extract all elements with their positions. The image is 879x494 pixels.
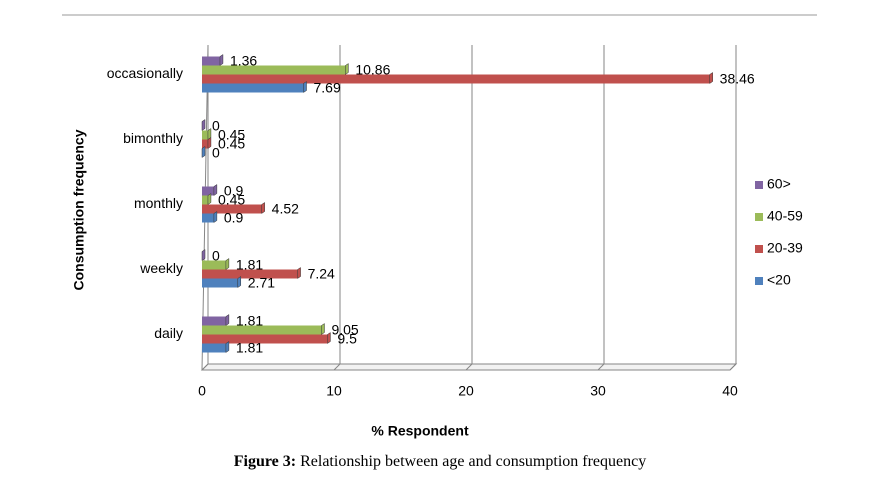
y-tick-label: occasionally — [107, 65, 183, 81]
value-label: 0.45 — [218, 136, 245, 152]
legend-swatch — [755, 245, 763, 253]
bar — [202, 65, 346, 75]
bar — [202, 316, 226, 326]
x-tick-label: 30 — [590, 383, 606, 399]
bar — [202, 204, 262, 214]
legend-label: 20-39 — [767, 240, 803, 256]
value-label: 0.45 — [218, 192, 245, 208]
bar-end — [213, 211, 218, 223]
value-label: 7.24 — [308, 266, 335, 282]
bar-end — [219, 54, 224, 66]
bar-end — [345, 63, 349, 75]
value-label: 1.81 — [236, 340, 263, 356]
value-label: 7.69 — [314, 80, 341, 96]
bar-end — [207, 193, 212, 205]
caption-label: Figure 3: — [234, 453, 296, 470]
bar-end — [303, 81, 307, 93]
bar — [202, 83, 304, 93]
legend-swatch — [755, 213, 763, 221]
y-tick-label: weekly — [139, 260, 183, 276]
value-label: 0 — [212, 118, 220, 134]
value-label: 10.86 — [355, 62, 390, 78]
tick-mark — [465, 363, 473, 371]
value-label: 1.81 — [236, 257, 263, 273]
x-tick-label: 20 — [458, 383, 474, 399]
caption-text: Relationship between age and consumption… — [300, 453, 646, 470]
value-label: 0.45 — [218, 127, 245, 143]
legend-label: 40-59 — [767, 208, 803, 224]
bar — [202, 343, 226, 353]
value-label: 2.71 — [248, 275, 275, 291]
x-axis-title: % Respondent — [371, 423, 469, 439]
value-label: 9.5 — [337, 331, 357, 347]
tick-mark — [333, 363, 341, 371]
legend-label: 60> — [767, 176, 791, 192]
bar-end — [321, 323, 325, 335]
bar-end — [201, 119, 206, 131]
legend-label: <20 — [767, 272, 791, 288]
value-label: 1.36 — [230, 53, 257, 69]
tick-mark — [729, 363, 737, 371]
bar — [202, 74, 710, 84]
figure-caption: Figure 3: Relationship between age and c… — [234, 453, 646, 470]
legend-swatch — [755, 277, 763, 285]
bar — [202, 325, 322, 335]
tick-mark — [201, 363, 209, 371]
bar-end — [213, 184, 218, 196]
tick-mark — [597, 363, 605, 371]
bar-end — [207, 137, 212, 149]
bar — [202, 260, 226, 270]
bar-end — [261, 202, 265, 214]
bar-end — [225, 314, 230, 326]
value-label: 0.9 — [224, 183, 244, 199]
bar-end — [201, 249, 206, 261]
value-label: 0 — [212, 248, 220, 264]
bar-end — [201, 146, 206, 158]
bar — [202, 186, 214, 196]
bar-end — [237, 276, 242, 288]
bar — [202, 213, 214, 223]
bar — [202, 269, 298, 279]
bar — [202, 334, 328, 344]
value-label: 4.52 — [272, 201, 299, 217]
x-tick-label: 40 — [722, 383, 738, 399]
bar — [202, 278, 238, 288]
bar — [202, 130, 208, 140]
y-tick-label: bimonthly — [123, 130, 183, 146]
bar-end — [327, 332, 331, 344]
value-label: 0.9 — [224, 210, 244, 226]
legend-swatch — [755, 181, 763, 189]
bar — [202, 195, 208, 205]
value-label: 1.81 — [236, 313, 263, 329]
x-tick-label: 10 — [326, 383, 342, 399]
y-tick-label: daily — [154, 325, 183, 341]
bar-end — [225, 341, 230, 353]
value-label: 9.05 — [331, 322, 358, 338]
bar-end — [225, 258, 230, 270]
x-tick-label: 0 — [198, 383, 206, 399]
bar — [202, 56, 220, 66]
y-tick-label: monthly — [134, 195, 183, 211]
value-label: 38.46 — [720, 71, 755, 87]
bar-end — [297, 267, 301, 279]
value-label: 0 — [212, 145, 220, 161]
bar-end — [709, 72, 713, 84]
y-axis-title: Consumption frequency — [71, 129, 87, 290]
bar — [202, 139, 208, 149]
